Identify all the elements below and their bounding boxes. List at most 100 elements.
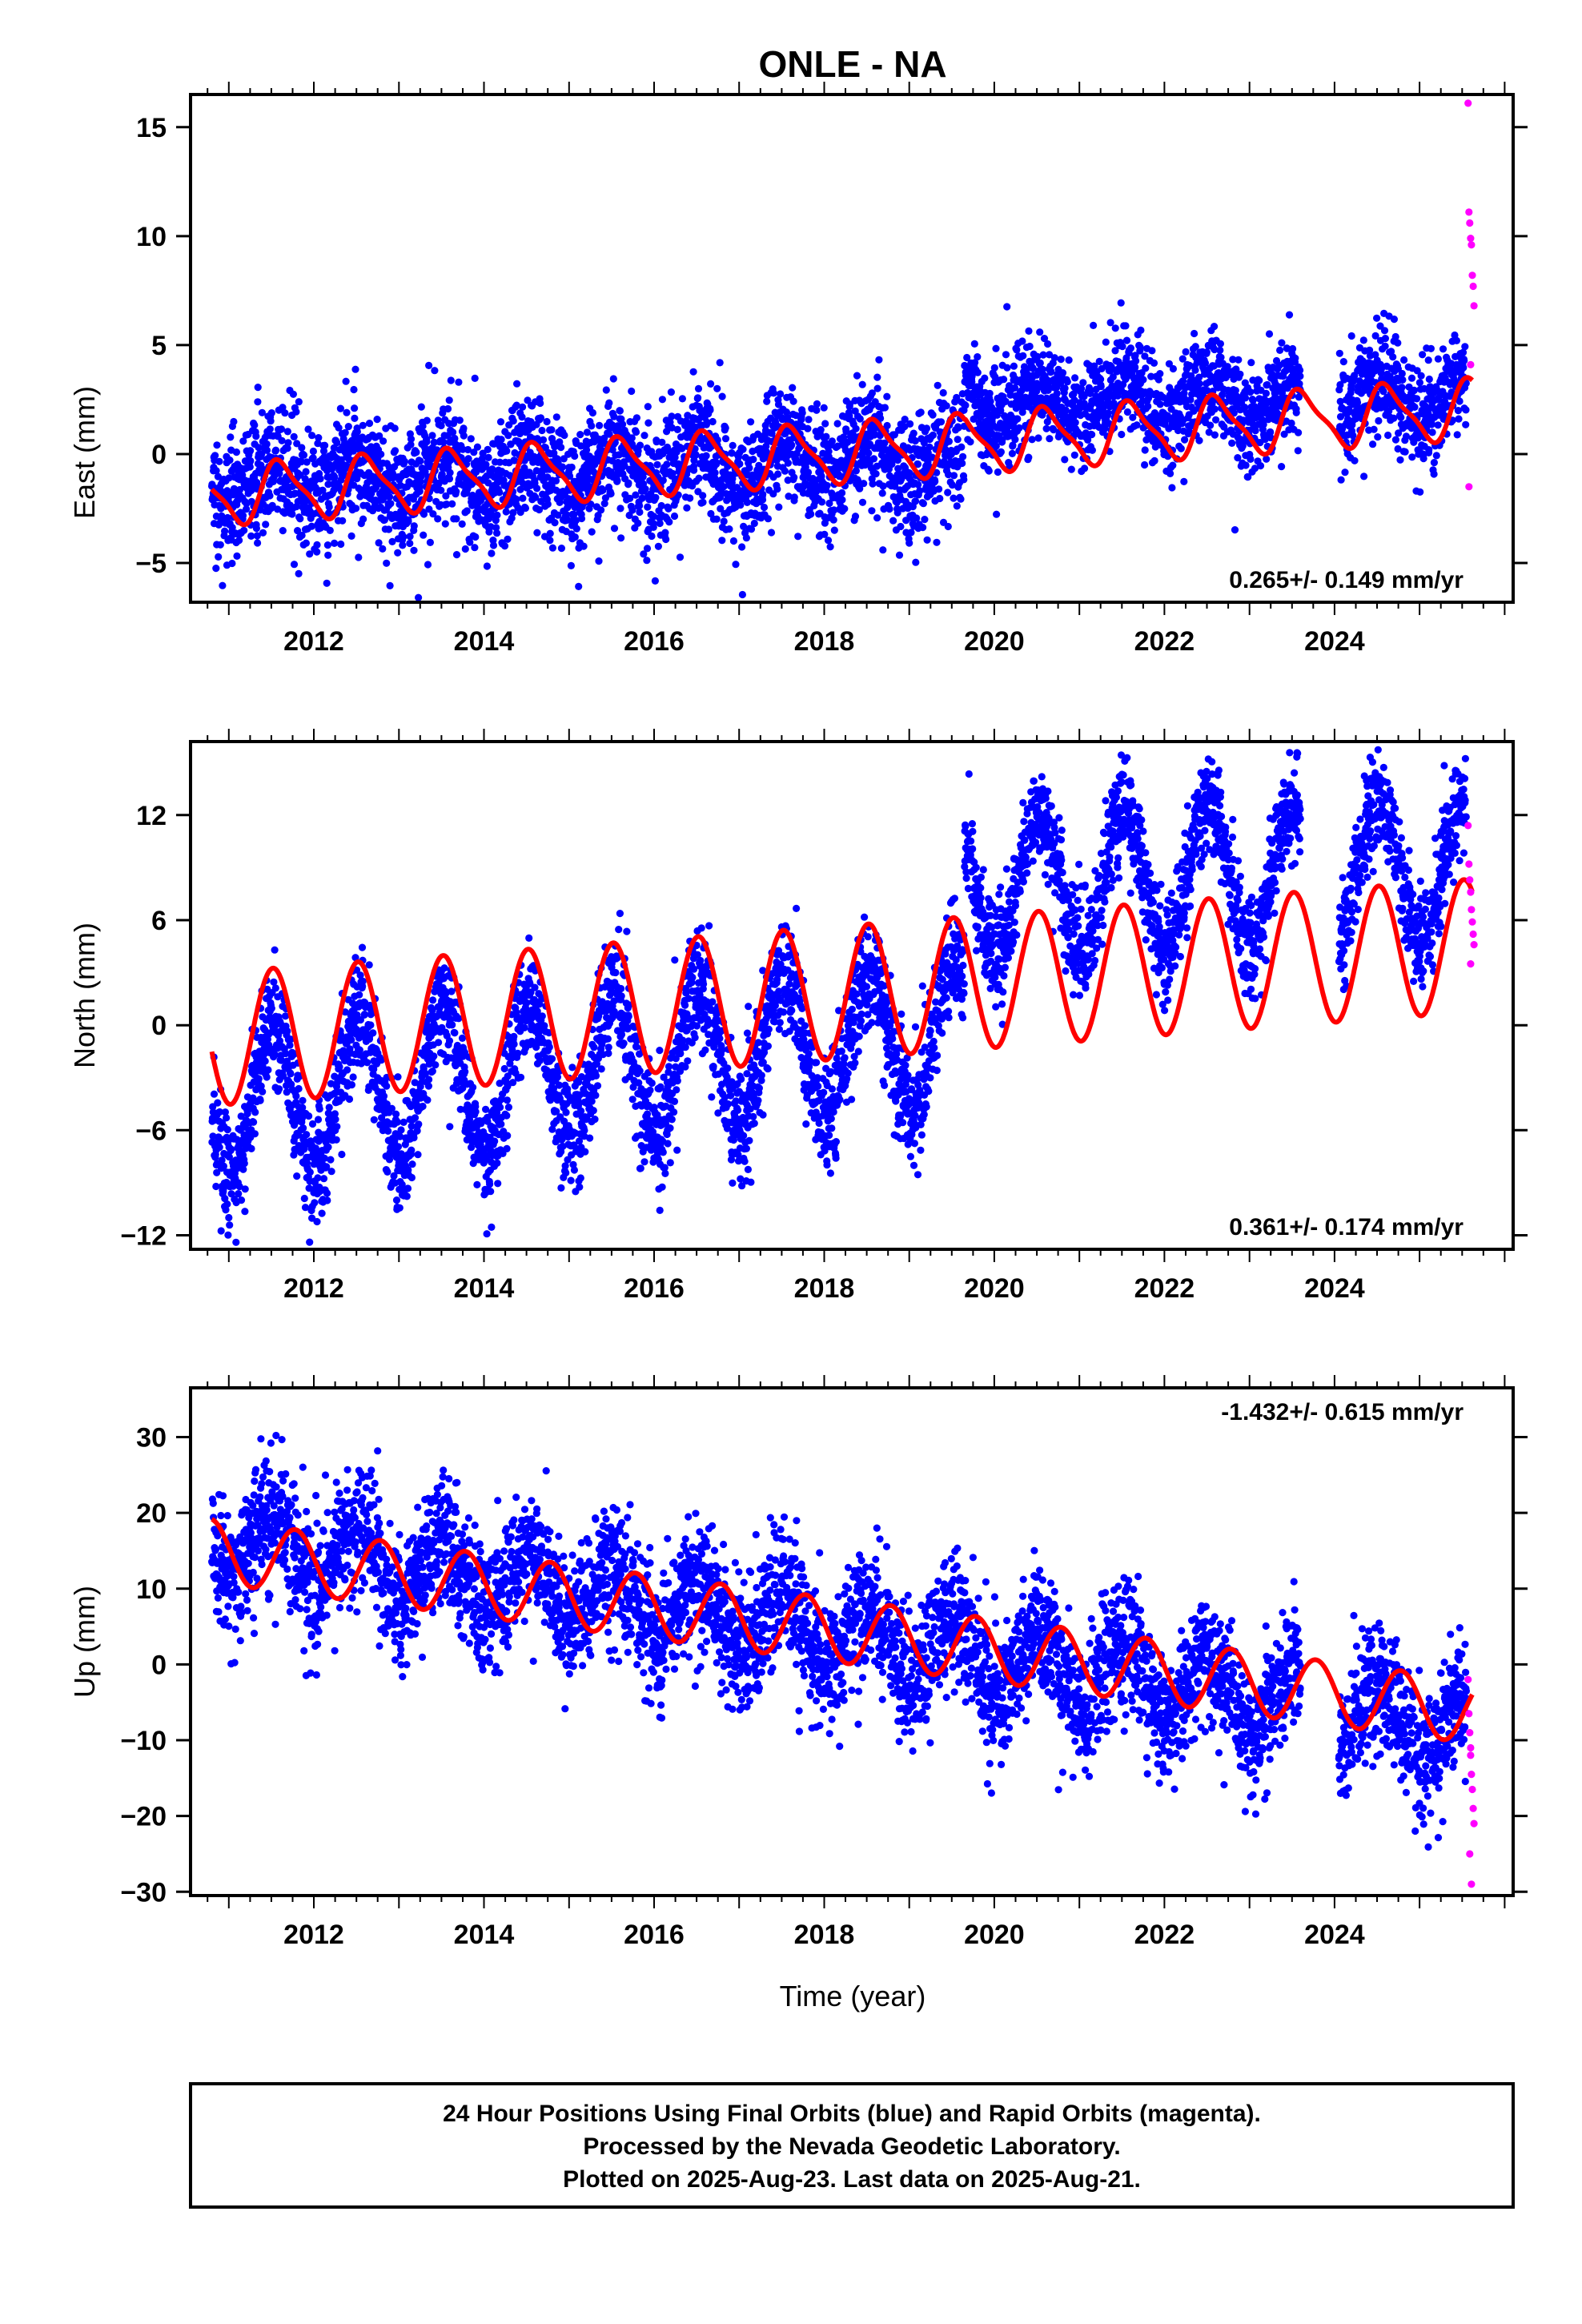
final-orbit-point bbox=[551, 519, 559, 527]
final-orbit-point bbox=[662, 535, 670, 544]
final-orbit-point bbox=[351, 365, 359, 373]
final-orbit-point bbox=[1180, 477, 1188, 486]
final-orbit-point bbox=[1425, 446, 1433, 454]
final-orbit-point bbox=[985, 467, 993, 475]
final-orbit-point bbox=[1054, 396, 1062, 404]
y-axis-label: East (mm) bbox=[68, 386, 101, 519]
final-orbit-point bbox=[471, 544, 479, 552]
final-orbit-point bbox=[226, 1221, 234, 1229]
final-orbit-point bbox=[683, 504, 691, 512]
final-orbit-point bbox=[430, 438, 438, 447]
final-orbit-point bbox=[484, 453, 492, 462]
final-orbit-point bbox=[1249, 396, 1257, 404]
final-orbit-point bbox=[628, 434, 636, 442]
final-orbit-point bbox=[1289, 344, 1297, 353]
final-orbit-point bbox=[533, 529, 541, 537]
final-orbit-point bbox=[994, 468, 1002, 476]
final-orbit-point bbox=[1349, 432, 1357, 440]
final-orbit-point bbox=[255, 1075, 263, 1083]
final-orbit-point bbox=[1455, 415, 1463, 423]
final-orbit-point bbox=[1381, 342, 1389, 350]
final-orbit-point bbox=[342, 377, 350, 385]
final-orbit-point bbox=[818, 498, 826, 506]
final-orbit-point bbox=[690, 456, 698, 464]
final-orbit-point bbox=[493, 511, 501, 519]
final-orbit-point bbox=[1335, 349, 1343, 357]
final-orbit-point bbox=[750, 519, 758, 528]
final-orbit-point bbox=[538, 426, 546, 435]
final-orbit-point bbox=[212, 467, 220, 475]
final-orbit-point bbox=[798, 408, 806, 417]
final-orbit-point bbox=[1370, 425, 1378, 433]
final-orbit-point bbox=[1400, 356, 1408, 364]
final-orbit-point bbox=[1132, 357, 1140, 365]
final-orbit-point bbox=[1374, 433, 1382, 441]
final-orbit-point bbox=[907, 529, 915, 537]
y-tick-label: −5 bbox=[135, 549, 167, 579]
final-orbit-point bbox=[830, 526, 838, 534]
final-orbit-point bbox=[1401, 448, 1409, 456]
final-orbit-point bbox=[632, 491, 640, 499]
final-orbit-point bbox=[725, 525, 733, 533]
final-orbit-point bbox=[974, 353, 982, 361]
final-orbit-point bbox=[1088, 446, 1096, 454]
final-orbit-point bbox=[519, 403, 527, 411]
final-orbit-point bbox=[1452, 336, 1460, 344]
final-orbit-point bbox=[1391, 436, 1399, 444]
final-orbit-point bbox=[319, 447, 328, 455]
x-tick-label: 2012 bbox=[283, 626, 344, 657]
final-orbit-point bbox=[1203, 348, 1211, 356]
final-orbit-point bbox=[953, 502, 961, 510]
final-orbit-point bbox=[732, 561, 740, 569]
y-tick-label: 15 bbox=[136, 113, 167, 143]
final-orbit-point bbox=[313, 548, 321, 556]
final-orbit-point bbox=[512, 401, 520, 409]
final-orbit-point bbox=[788, 441, 796, 449]
final-orbit-point bbox=[307, 522, 315, 530]
final-orbit-point bbox=[271, 984, 279, 992]
final-orbit-point bbox=[256, 1096, 264, 1104]
final-orbit-point bbox=[380, 516, 388, 524]
final-orbit-point bbox=[1396, 456, 1404, 464]
final-orbit-point bbox=[678, 395, 687, 403]
final-orbit-point bbox=[1002, 351, 1010, 359]
final-orbit-point bbox=[1071, 374, 1079, 382]
final-orbit-point bbox=[1453, 431, 1461, 439]
final-orbit-point bbox=[905, 539, 913, 547]
final-orbit-point bbox=[1347, 332, 1355, 340]
final-orbit-point bbox=[228, 559, 236, 568]
final-orbit-point bbox=[1019, 352, 1027, 360]
final-orbit-point bbox=[254, 539, 262, 547]
final-orbit-point bbox=[616, 505, 624, 513]
final-orbit-point bbox=[386, 581, 394, 590]
final-orbit-point bbox=[237, 1196, 246, 1204]
final-orbit-point bbox=[648, 532, 656, 541]
final-orbit-point bbox=[721, 424, 729, 432]
final-orbit-point bbox=[267, 417, 275, 425]
final-orbit-point bbox=[692, 451, 700, 459]
final-orbit-point bbox=[1026, 342, 1034, 351]
final-orbit-point bbox=[539, 436, 548, 444]
final-orbit-point bbox=[1047, 368, 1055, 376]
final-orbit-point bbox=[557, 444, 565, 452]
final-orbit-point bbox=[326, 526, 334, 535]
final-orbit-point bbox=[1095, 357, 1103, 365]
final-orbit-point bbox=[308, 432, 316, 440]
final-orbit-point bbox=[230, 417, 238, 426]
final-orbit-point bbox=[1191, 329, 1199, 338]
final-orbit-point bbox=[1070, 451, 1078, 459]
final-orbit-point bbox=[1247, 359, 1255, 367]
final-orbit-point bbox=[703, 418, 711, 426]
final-orbit-point bbox=[807, 510, 815, 518]
final-orbit-point bbox=[325, 503, 333, 511]
final-orbit-point bbox=[567, 561, 576, 570]
final-orbit-point bbox=[1380, 327, 1389, 335]
final-orbit-point bbox=[1195, 436, 1203, 444]
final-orbit-point bbox=[944, 522, 952, 531]
final-orbit-point bbox=[215, 1144, 223, 1152]
final-orbit-point bbox=[509, 417, 517, 425]
final-orbit-point bbox=[324, 551, 332, 559]
final-orbit-point bbox=[333, 439, 341, 447]
final-orbit-point bbox=[1011, 436, 1019, 444]
final-orbit-point bbox=[1434, 355, 1442, 363]
